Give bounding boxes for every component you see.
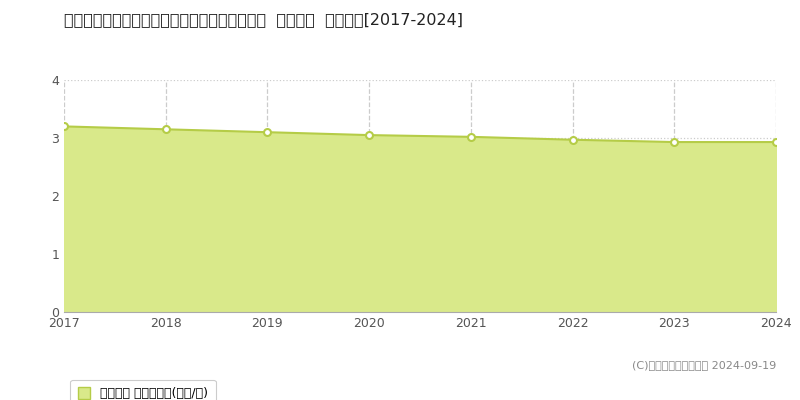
Text: (C)土地価格ドットコム 2024-09-19: (C)土地価格ドットコム 2024-09-19 — [632, 360, 776, 370]
Legend: 公示地価 平均嵪単価(万円/嵪): 公示地価 平均嵪単価(万円/嵪) — [70, 380, 216, 400]
Text: 鳥取県東伯郡北栄町大谷字中向浜２５２番１外  公示地価  地価推移[2017-2024]: 鳥取県東伯郡北栄町大谷字中向浜２５２番１外 公示地価 地価推移[2017-202… — [64, 12, 463, 27]
